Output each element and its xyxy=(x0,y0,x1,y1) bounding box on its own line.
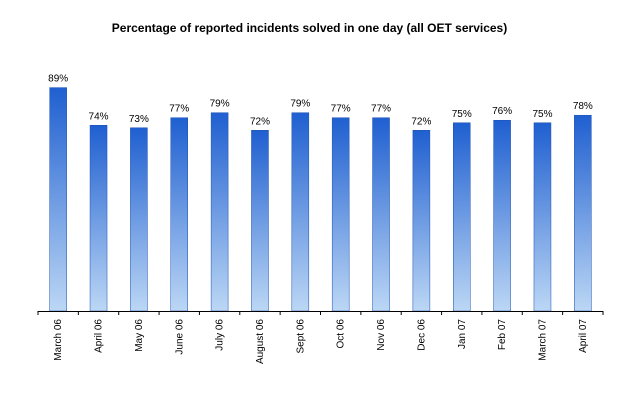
x-tick-label-4: July 06 xyxy=(215,319,226,351)
bar-4 xyxy=(210,112,229,312)
data-label-8: 77% xyxy=(371,104,391,115)
data-label-2: 73% xyxy=(129,114,149,125)
bar-2 xyxy=(130,127,148,312)
bar-9 xyxy=(412,130,431,312)
x-tick-label-9: Dec 06 xyxy=(416,319,427,351)
data-label-3: 77% xyxy=(169,104,189,115)
x-tick-labels-layer: March 06 April 06 May 06 June 06 July 06 Augu… xyxy=(37,311,604,364)
data-label-11: 76% xyxy=(492,106,512,117)
x-tick-label-8: Nov 06 xyxy=(376,319,387,351)
data-label-1: 74% xyxy=(89,111,109,122)
x-tick-label-2: May 06 xyxy=(134,319,145,352)
bar-0 xyxy=(49,87,67,312)
bar-13 xyxy=(574,114,592,312)
bar-7 xyxy=(331,117,350,312)
x-tick-label-0: March 06 xyxy=(53,319,64,361)
bars-layer xyxy=(49,87,592,312)
data-label-5: 72% xyxy=(250,116,270,127)
bar-10 xyxy=(453,122,471,312)
data-label-9: 72% xyxy=(411,116,431,127)
data-label-0: 89% xyxy=(48,74,68,85)
bar-11 xyxy=(493,119,511,312)
data-label-7: 77% xyxy=(331,104,351,115)
data-label-4: 79% xyxy=(210,99,230,110)
chart-title: Percentage of reported incidents solved … xyxy=(111,21,508,35)
x-tick-label-10: Jan 07 xyxy=(457,319,468,349)
data-labels-layer: 89% 74% 73% 77% 79% 72% 79% 77% 77% 72% 75% 76% 75% 7… xyxy=(48,74,593,128)
bar-8 xyxy=(372,117,390,312)
data-label-13: 78% xyxy=(573,101,593,112)
x-tick-label-13: April 07 xyxy=(578,319,589,353)
x-tick-label-5: August 06 xyxy=(255,319,266,364)
bar-3 xyxy=(170,117,188,312)
x-tick-label-6: Sept 06 xyxy=(295,319,306,354)
x-tick-label-11: Feb 07 xyxy=(497,319,508,351)
x-tick-label-3: June 06 xyxy=(174,319,185,355)
data-label-6: 79% xyxy=(290,99,310,110)
bar-6 xyxy=(291,112,310,312)
bar-12 xyxy=(533,122,552,312)
x-tick-label-1: April 06 xyxy=(94,319,105,353)
data-label-12: 75% xyxy=(532,109,552,120)
bar-1 xyxy=(89,125,108,312)
bar-5 xyxy=(251,130,269,312)
data-label-10: 75% xyxy=(452,109,472,120)
x-tick-label-12: March 07 xyxy=(537,319,548,361)
x-tick-label-7: Oct 06 xyxy=(336,319,347,349)
